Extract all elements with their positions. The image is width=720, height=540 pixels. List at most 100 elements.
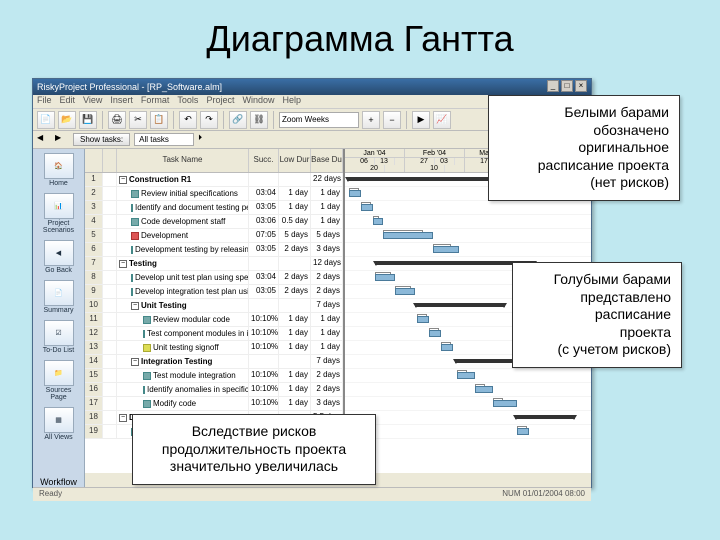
task-row[interactable]: 10−Unit Testing7 days — [85, 299, 343, 313]
task-row[interactable]: 6Development testing by releasing org03:… — [85, 243, 343, 257]
task-row[interactable]: 5Development07:055 days5 days — [85, 229, 343, 243]
cut-button[interactable]: ✂ — [129, 111, 147, 129]
cell-id: 17 — [85, 397, 103, 410]
task-row[interactable]: 13Unit testing signoff10:10%1 day1 day — [85, 341, 343, 355]
calc-button[interactable]: ▶ — [412, 111, 430, 129]
outdent-button[interactable]: ◀ — [37, 133, 51, 147]
menu-edit[interactable]: Edit — [60, 95, 76, 108]
task-row[interactable]: 8Develop unit test plan using specificat… — [85, 271, 343, 285]
close-button[interactable]: × — [575, 80, 587, 92]
save-button[interactable]: 💾 — [79, 111, 97, 129]
task-row[interactable]: 3Identify and document testing perimeter… — [85, 201, 343, 215]
task-row[interactable]: 15Test module integration10:10%1 day2 da… — [85, 369, 343, 383]
cell-id: 4 — [85, 215, 103, 228]
gantt-bar-task[interactable] — [361, 204, 373, 211]
menu-insert[interactable]: Insert — [110, 95, 133, 108]
print-button[interactable]: 🖨 — [108, 111, 126, 129]
unlink-button[interactable]: ⛓ — [250, 111, 268, 129]
nav-go-back[interactable]: ◀Go Back — [38, 240, 80, 274]
new-button[interactable]: 📄 — [37, 111, 55, 129]
gantt-bar-task[interactable] — [493, 400, 517, 407]
menu-window[interactable]: Window — [242, 95, 274, 108]
gantt-bar-summary[interactable] — [515, 415, 575, 419]
gantt-bar-task[interactable] — [373, 218, 383, 225]
task-row[interactable]: 16Identify anomalies in specifications10… — [85, 383, 343, 397]
separator — [173, 111, 174, 129]
gantt-bar-task[interactable] — [395, 288, 415, 295]
cell-ind — [103, 425, 117, 438]
gantt-bar-task[interactable] — [429, 330, 441, 337]
gantt-bar-task[interactable] — [375, 274, 395, 281]
gantt-bar-task[interactable] — [417, 316, 429, 323]
task-row[interactable]: 12Test component modules in isolation10:… — [85, 327, 343, 341]
gantt-bar-task[interactable] — [517, 428, 529, 435]
cell-id: 7 — [85, 257, 103, 270]
zoom-select[interactable]: Zoom Weeks — [279, 112, 359, 128]
expander-icon[interactable]: − — [131, 358, 139, 366]
cell-basedur: 2 days — [311, 285, 343, 298]
task-row[interactable]: 4Code development staff03:060.5 day1 day — [85, 215, 343, 229]
zoomout-button[interactable]: − — [383, 111, 401, 129]
nav-project-scenarios[interactable]: 📊Project Scenarios — [38, 193, 80, 234]
expander-icon[interactable]: − — [131, 302, 139, 310]
filter-apply-button[interactable]: ⏵ — [198, 133, 212, 147]
workflow-tab[interactable]: Workflow — [33, 473, 85, 487]
menu-tools[interactable]: Tools — [177, 95, 198, 108]
menu-project[interactable]: Project — [206, 95, 234, 108]
undo-button[interactable]: ↶ — [179, 111, 197, 129]
gantt-bar-summary[interactable] — [415, 303, 505, 307]
menu-help[interactable]: Help — [282, 95, 301, 108]
gantt-bar-task[interactable] — [457, 372, 475, 379]
task-row[interactable]: 1−Construction R122 days — [85, 173, 343, 187]
gantt-bar-task[interactable] — [383, 232, 433, 239]
cell-name: Identify and document testing perimeters — [117, 201, 249, 214]
gantt-bar-summary[interactable] — [375, 261, 535, 265]
task-row[interactable]: 9Develop integration test plan using par… — [85, 285, 343, 299]
menu-file[interactable]: File — [37, 95, 52, 108]
task-name: Unit testing signoff — [153, 343, 219, 352]
col-name[interactable]: Task Name — [117, 149, 249, 172]
gantt-row — [345, 397, 591, 411]
nav-home[interactable]: 🏠Home — [38, 153, 80, 187]
link-button[interactable]: 🔗 — [229, 111, 247, 129]
zoomin-button[interactable]: + — [362, 111, 380, 129]
gantt-bar-task[interactable] — [441, 344, 453, 351]
col-id[interactable] — [85, 149, 103, 172]
copy-button[interactable]: 📋 — [150, 111, 168, 129]
col-succ[interactable]: Succ. — [249, 149, 279, 172]
expander-icon[interactable]: − — [119, 414, 127, 422]
cell-name: Unit testing signoff — [117, 341, 249, 354]
nav-icon: 📁 — [44, 360, 74, 386]
gantt-bar-task[interactable] — [433, 246, 459, 253]
cell-lowdur: 5 days — [279, 229, 311, 242]
col-lowdur[interactable]: Low Dur — [279, 149, 311, 172]
task-name: Review initial specifications — [141, 189, 238, 198]
expander-icon[interactable]: − — [119, 260, 127, 268]
maximize-button[interactable]: □ — [561, 80, 573, 92]
task-row[interactable]: 7−Testing12 days — [85, 257, 343, 271]
cell-id: 12 — [85, 327, 103, 340]
task-row[interactable]: 17Modify code10:10%1 day3 days — [85, 397, 343, 411]
nav-to-do-list[interactable]: ☑To-Do List — [38, 320, 80, 354]
gantt-bar-task[interactable] — [475, 386, 493, 393]
task-row[interactable]: 2Review initial specifications03:041 day… — [85, 187, 343, 201]
indent-button[interactable]: ▶ — [55, 133, 69, 147]
nav-all-views[interactable]: ▦All Views — [38, 407, 80, 441]
menu-view[interactable]: View — [83, 95, 102, 108]
chart-button[interactable]: 📈 — [433, 111, 451, 129]
expander-icon[interactable]: − — [119, 176, 127, 184]
col-basedur[interactable]: Base Du — [311, 149, 343, 172]
filter-select[interactable]: All tasks — [134, 133, 194, 146]
minimize-button[interactable]: _ — [547, 80, 559, 92]
redo-button[interactable]: ↷ — [200, 111, 218, 129]
gantt-bar-task[interactable] — [349, 190, 361, 197]
col-indicator[interactable] — [103, 149, 117, 172]
task-row[interactable]: 14−Integration Testing7 days — [85, 355, 343, 369]
statusbar: Ready NUM 01/01/2004 08:00 — [33, 487, 591, 501]
cell-succ: 10:10% — [249, 397, 279, 410]
task-row[interactable]: 11Review modular code10:10%1 day1 day — [85, 313, 343, 327]
nav-summary[interactable]: 📄Summary — [38, 280, 80, 314]
menu-format[interactable]: Format — [141, 95, 170, 108]
nav-sources-page[interactable]: 📁Sources Page — [38, 360, 80, 401]
open-button[interactable]: 📂 — [58, 111, 76, 129]
